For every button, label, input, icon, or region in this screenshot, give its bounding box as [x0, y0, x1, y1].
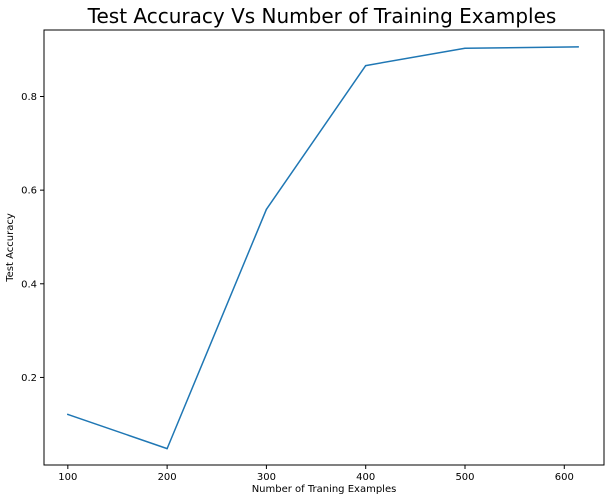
- y-axis: 0.2 0.4 0.6 0.8: [21, 92, 44, 384]
- data-point: [577, 46, 579, 48]
- chart-title: Test Accuracy Vs Number of Training Exam…: [87, 4, 557, 28]
- data-point: [166, 447, 168, 450]
- x-axis-label: Number of Traning Examples: [252, 484, 397, 495]
- data-point: [67, 413, 69, 416]
- x-tick-label: 200: [158, 472, 177, 483]
- series-line: [67, 46, 579, 450]
- y-tick-label: 0.8: [21, 92, 37, 103]
- plot-frame: [43, 29, 605, 466]
- y-tick-label: 0.4: [21, 279, 37, 290]
- x-tick-label: 400: [356, 472, 375, 483]
- x-axis: 100 200 300 400 500 600: [58, 465, 574, 483]
- series-group: [67, 46, 579, 450]
- y-axis-label: Test Accuracy: [5, 213, 16, 283]
- x-tick-label: 100: [58, 472, 77, 483]
- y-tick-label: 0.6: [21, 186, 37, 197]
- data-point: [364, 64, 367, 67]
- data-point: [265, 208, 268, 211]
- y-tick-label: 0.2: [21, 373, 37, 384]
- x-tick-label: 600: [555, 472, 574, 483]
- x-tick-label: 500: [455, 472, 474, 483]
- data-point: [464, 47, 466, 50]
- x-tick-label: 300: [257, 472, 276, 483]
